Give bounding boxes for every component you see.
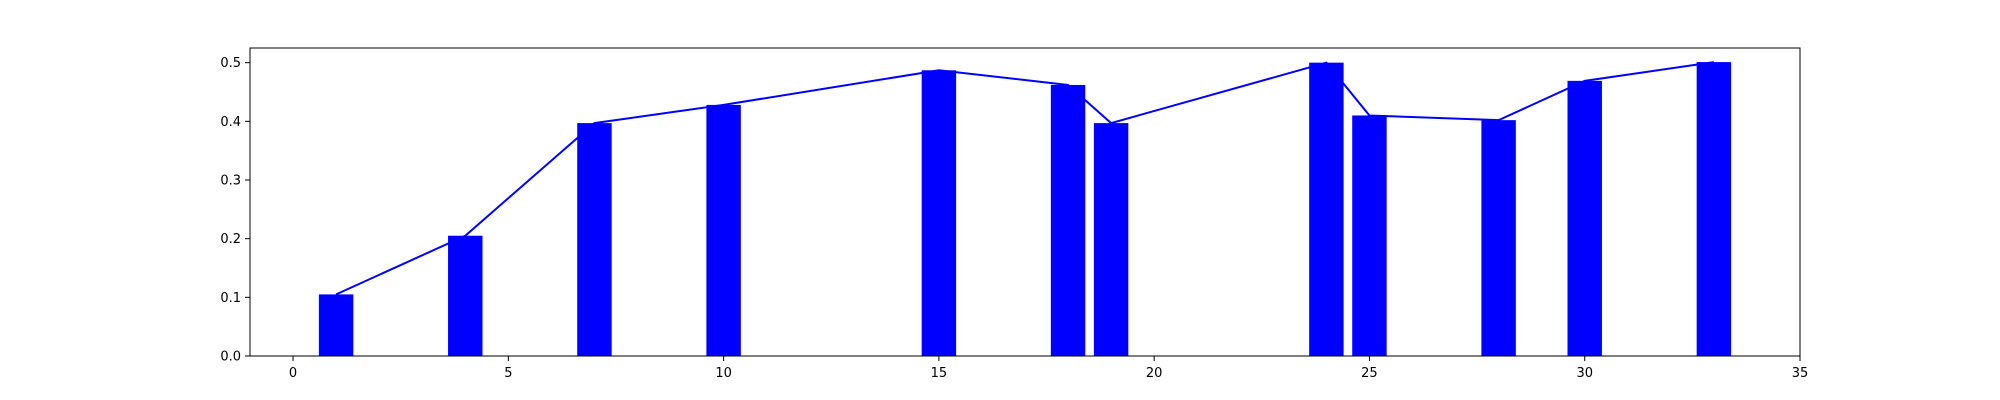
bar [1050,84,1086,357]
y-tick-label: 0.3 [220,174,241,189]
bar [577,123,612,357]
bar-series [318,62,1732,357]
y-axis: 0.0 0.1 0.2 0.3 0.4 0.5 [220,56,250,365]
plot-frame [249,47,1801,357]
bar [1093,123,1129,357]
series-line [335,61,1715,296]
bar [921,70,957,356]
y-tick-label: 0.1 [220,291,241,306]
bar [1567,80,1602,356]
x-tick-label: 15 [931,366,948,381]
line-series [335,61,1715,296]
bar [318,294,354,356]
y-tick-label: 0.4 [220,115,241,130]
x-tick-label: 0 [289,366,297,381]
y-tick-label: 0.0 [220,350,241,365]
x-tick-label: 20 [1146,366,1163,381]
x-tick-label: 10 [715,366,732,381]
bar [706,104,741,356]
x-tick-label: 25 [1361,366,1378,381]
x-tick-label: 5 [504,366,512,381]
y-tick-label: 0.2 [220,232,241,247]
bar [448,235,483,356]
x-tick-label: 30 [1576,366,1593,381]
bar [1352,115,1387,356]
x-tick-label: 35 [1792,366,1809,381]
bar [1309,62,1344,357]
bar [1481,120,1516,356]
y-tick-label: 0.5 [220,56,241,71]
bar [1696,62,1732,357]
x-axis: 0 5 10 15 20 25 30 35 [289,356,1808,381]
